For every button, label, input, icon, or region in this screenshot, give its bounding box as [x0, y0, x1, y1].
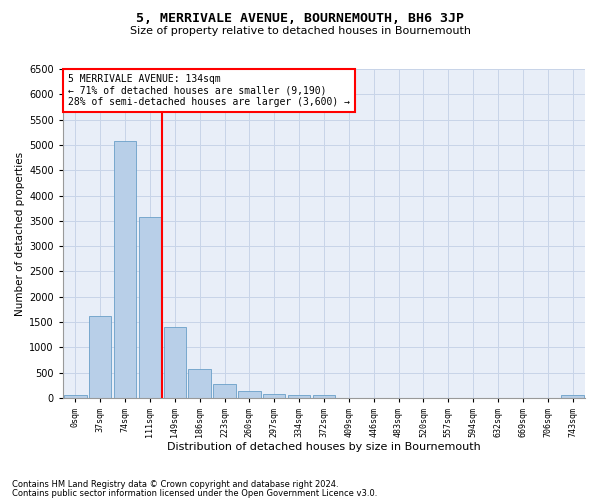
- X-axis label: Distribution of detached houses by size in Bournemouth: Distribution of detached houses by size …: [167, 442, 481, 452]
- Bar: [114, 141, 136, 398]
- Text: Contains public sector information licensed under the Open Government Licence v3: Contains public sector information licen…: [12, 488, 377, 498]
- Bar: [139, 217, 161, 398]
- Bar: [64, 395, 86, 398]
- Bar: [313, 396, 335, 398]
- Bar: [188, 368, 211, 398]
- Bar: [263, 394, 286, 398]
- Bar: [214, 384, 236, 398]
- Text: 5, MERRIVALE AVENUE, BOURNEMOUTH, BH6 3JP: 5, MERRIVALE AVENUE, BOURNEMOUTH, BH6 3J…: [136, 12, 464, 26]
- Bar: [238, 391, 260, 398]
- Bar: [562, 396, 584, 398]
- Bar: [288, 396, 310, 398]
- Bar: [164, 327, 186, 398]
- Text: Contains HM Land Registry data © Crown copyright and database right 2024.: Contains HM Land Registry data © Crown c…: [12, 480, 338, 489]
- Y-axis label: Number of detached properties: Number of detached properties: [15, 152, 25, 316]
- Text: Size of property relative to detached houses in Bournemouth: Size of property relative to detached ho…: [130, 26, 470, 36]
- Bar: [89, 316, 112, 398]
- Text: 5 MERRIVALE AVENUE: 134sqm
← 71% of detached houses are smaller (9,190)
28% of s: 5 MERRIVALE AVENUE: 134sqm ← 71% of deta…: [68, 74, 350, 107]
